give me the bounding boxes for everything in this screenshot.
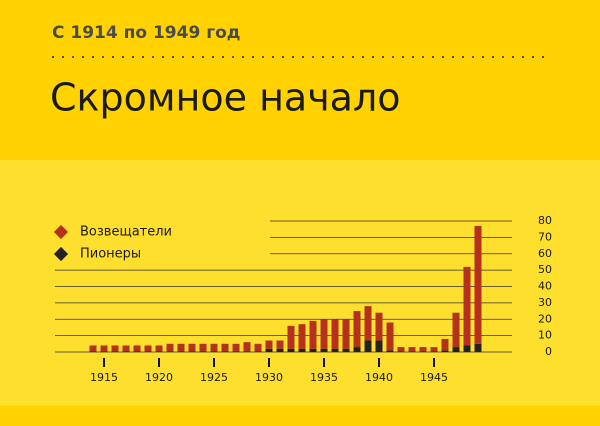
bar-segment	[122, 351, 130, 352]
bar-segment	[408, 351, 416, 352]
bar-segment	[452, 312, 460, 348]
bar-segment	[144, 351, 152, 352]
bar-segment	[100, 345, 108, 352]
y-tick-label: 80	[538, 214, 552, 227]
bar-segment	[430, 347, 438, 352]
y-tick-label: 30	[538, 296, 552, 309]
x-tick-label: 1930	[255, 371, 283, 384]
bar-segment	[155, 345, 163, 352]
bar-segment	[188, 343, 196, 352]
bar-segment	[166, 351, 174, 352]
bar-segment	[309, 320, 317, 349]
bar-segment	[210, 351, 218, 352]
bar-segment	[221, 351, 229, 352]
bar-segment	[265, 340, 273, 349]
bar-segment	[199, 343, 207, 352]
y-tick-label: 40	[538, 280, 552, 293]
bar-segment	[364, 306, 372, 341]
bar-segment	[111, 345, 119, 352]
bar-segment	[177, 351, 185, 352]
bar-segment	[298, 324, 306, 349]
bar-segment	[243, 342, 251, 352]
x-tick-label: 1945	[420, 371, 448, 384]
bar-segment	[331, 348, 339, 352]
bar-segment	[166, 343, 174, 352]
chart-title: Скромное начало	[50, 76, 400, 120]
bar-segment	[342, 348, 350, 352]
bar-segment	[320, 348, 328, 352]
y-tick-label: 20	[538, 312, 552, 325]
bar-segment	[309, 348, 317, 352]
panel	[0, 160, 600, 406]
bar-segment	[452, 347, 460, 352]
bar-segment	[221, 343, 229, 352]
bar-segment	[463, 266, 471, 346]
bar-segment	[386, 322, 394, 351]
y-tick-label: 50	[538, 263, 552, 276]
y-tick-label: 10	[538, 329, 552, 342]
bar-segment	[144, 345, 152, 352]
bar-segment	[298, 348, 306, 352]
bar-segment	[254, 343, 262, 352]
bar-segment	[155, 351, 163, 352]
bar-segment	[89, 345, 97, 352]
bar-segment	[210, 343, 218, 352]
bar-segment	[188, 351, 196, 352]
bar-segment	[474, 343, 482, 352]
bar-segment	[419, 351, 427, 352]
bar-segment	[386, 350, 394, 352]
bar-segment	[353, 311, 361, 348]
bar-segment	[276, 348, 284, 352]
bar-segment	[232, 343, 240, 352]
y-tick-label: 60	[538, 247, 552, 260]
bar-segment	[287, 325, 295, 349]
bar-segment	[397, 347, 405, 352]
bar-segment	[463, 345, 471, 352]
bar-segment	[441, 350, 449, 352]
x-tick-label: 1925	[200, 371, 228, 384]
subtitle: С 1914 по 1949 год	[52, 23, 241, 43]
x-tick-label: 1920	[145, 371, 173, 384]
bar-segment	[254, 351, 262, 352]
bar-segment	[133, 345, 141, 352]
bar-segment	[375, 340, 383, 352]
x-tick-label: 1940	[365, 371, 393, 384]
legend-label: Возвещатели	[80, 225, 172, 240]
bar-segment	[265, 348, 273, 352]
bar-segment	[419, 347, 427, 352]
bar-segment	[177, 343, 185, 352]
bar-segment	[430, 351, 438, 352]
bar-segment	[287, 348, 295, 352]
bar-segment	[375, 312, 383, 341]
bar-segment	[276, 340, 284, 349]
bar-segment	[397, 351, 405, 352]
bar-segment	[474, 225, 482, 344]
bar-segment	[100, 351, 108, 352]
x-tick-label: 1935	[310, 371, 338, 384]
bar-segment	[232, 351, 240, 352]
bar-segment	[353, 347, 361, 352]
legend-label: Пионеры	[80, 247, 141, 262]
bar-segment	[122, 345, 130, 352]
x-tick-label: 1915	[90, 371, 118, 384]
bar-segment	[342, 319, 350, 349]
bar-segment	[133, 351, 141, 352]
bar-segment	[89, 351, 97, 352]
y-tick-label: 0	[545, 345, 552, 358]
bar-segment	[320, 319, 328, 349]
y-tick-label: 70	[538, 230, 552, 243]
bar-segment	[441, 338, 449, 351]
bar-segment	[199, 351, 207, 352]
bar-segment	[364, 340, 372, 352]
bar-segment	[111, 351, 119, 352]
bar-segment	[408, 347, 416, 352]
bar-segment	[243, 351, 251, 352]
bar-segment	[331, 319, 339, 349]
